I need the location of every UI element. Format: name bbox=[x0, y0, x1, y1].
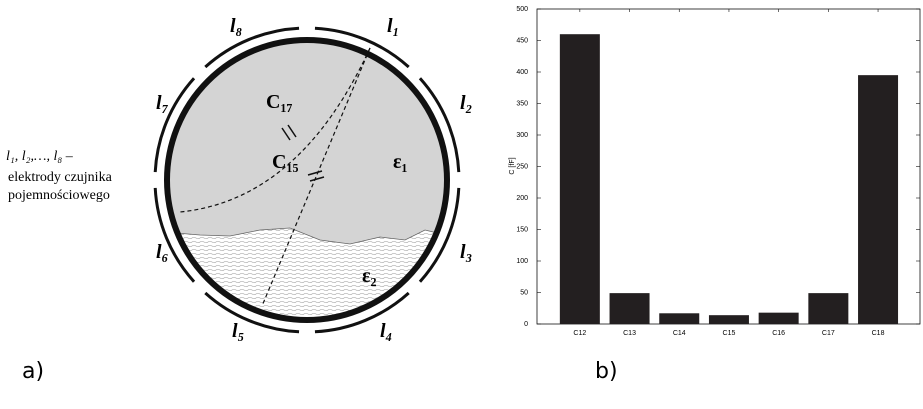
y-axis-label: C [fF] bbox=[509, 157, 516, 174]
y-tick-label: 500 bbox=[516, 6, 528, 13]
x-tick-label: C13 bbox=[623, 330, 636, 337]
x-tick-label: C18 bbox=[872, 330, 885, 337]
medium-label: ε₂ bbox=[362, 265, 377, 287]
bar bbox=[858, 75, 898, 324]
electrode-label: l₄ bbox=[380, 320, 393, 342]
panel-label: a) bbox=[22, 359, 44, 384]
legend-text: l₁, l₂,…, l₈ – bbox=[6, 149, 74, 164]
x-tick-label: C15 bbox=[723, 330, 736, 337]
y-tick-label: 150 bbox=[516, 226, 528, 233]
capacitance-label: C₁₇ bbox=[266, 91, 292, 113]
y-tick-label: 350 bbox=[516, 100, 528, 107]
figure: l₁ l₂ l₃ l₄ l₅ l₆ l₇ l₈ C₁₇ C₁₅ ε₁ ε₂ l₁… bbox=[0, 0, 923, 409]
legend-text: elektrody czujnika bbox=[8, 170, 113, 185]
y-tick-label: 400 bbox=[516, 69, 528, 76]
sensor-diagram: l₁ l₂ l₃ l₄ l₅ l₆ l₇ l₈ C₁₇ C₁₅ ε₁ ε₂ l₁… bbox=[6, 15, 473, 384]
electrode-label: l₃ bbox=[460, 241, 473, 263]
legend-text: pojemnościowego bbox=[8, 188, 110, 203]
electrode-label: l₈ bbox=[230, 15, 243, 37]
electrode-label: l₅ bbox=[232, 320, 245, 342]
x-tick-label: C14 bbox=[673, 330, 686, 337]
y-tick-label: 450 bbox=[516, 37, 528, 44]
bar bbox=[759, 313, 799, 324]
bar-chart: C [fF] b) 0 50 100 150 200 250 300 350 400 450 500… bbox=[509, 6, 920, 384]
bar bbox=[808, 293, 848, 324]
electrode-label: l₂ bbox=[460, 92, 473, 114]
y-tick-label: 100 bbox=[516, 258, 528, 265]
y-tick-label: 200 bbox=[516, 195, 528, 202]
y-tick-label: 0 bbox=[524, 321, 528, 328]
x-tick-label: C17 bbox=[822, 330, 835, 337]
bar bbox=[709, 315, 749, 324]
panel-label: b) bbox=[595, 359, 618, 384]
x-tick-label: C12 bbox=[573, 330, 586, 337]
electrode-label: l₇ bbox=[156, 92, 169, 114]
y-tick-label: 50 bbox=[520, 289, 528, 296]
bar bbox=[659, 313, 699, 324]
bar bbox=[610, 293, 650, 324]
medium-label: ε₁ bbox=[393, 151, 408, 173]
electrode-label: l₁ bbox=[387, 15, 400, 37]
capacitance-label: C₁₅ bbox=[272, 151, 298, 173]
y-tick-label: 250 bbox=[516, 163, 528, 170]
x-tick-label: C16 bbox=[772, 330, 785, 337]
electrode-label: l₆ bbox=[156, 241, 169, 263]
bar bbox=[560, 34, 600, 324]
y-tick-label: 300 bbox=[516, 132, 528, 139]
